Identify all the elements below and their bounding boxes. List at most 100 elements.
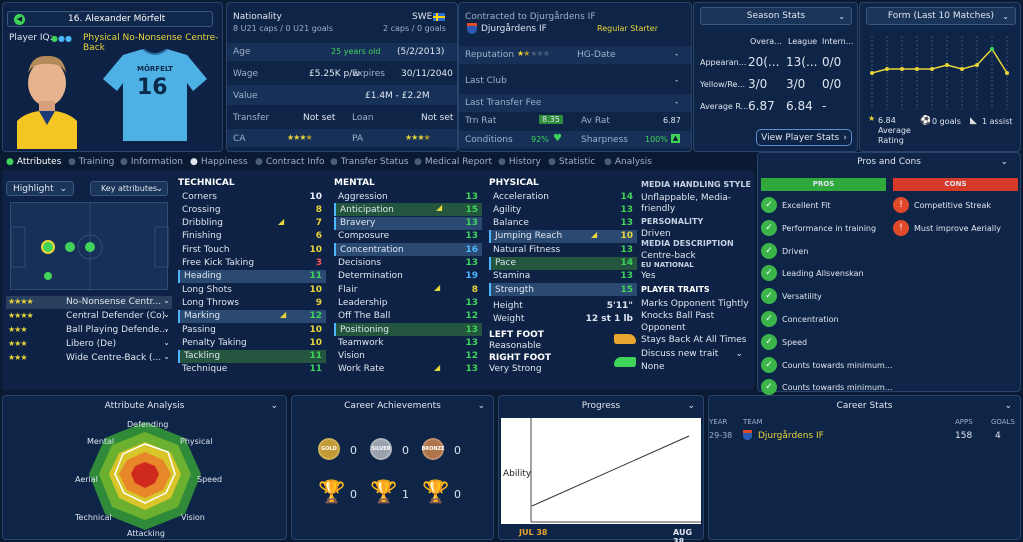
trn-rat-label: Trn Rat (465, 116, 497, 126)
tab-contract-info[interactable]: ● Contract Info (255, 157, 324, 167)
attribute-row[interactable]: Flair ◢ 8 (334, 283, 482, 296)
form-point[interactable] (900, 67, 904, 71)
chevron-down-icon: ⌄ (477, 401, 485, 411)
attribute-row[interactable]: Long Shots 10 (178, 283, 326, 296)
form-point[interactable] (885, 67, 889, 71)
attribute-row[interactable]: Acceleration 14 (489, 190, 637, 203)
attribute-row[interactable]: Pace 14 (489, 256, 637, 270)
reputation-row (459, 46, 691, 64)
form-point[interactable] (990, 47, 994, 51)
form-point[interactable] (960, 67, 964, 71)
career-stats-header[interactable]: Career Stats ⌄ (709, 396, 1020, 416)
season-row-value: 20(... (748, 55, 780, 69)
career-row-team[interactable]: Djurgårdens IF (758, 431, 824, 441)
attribute-row[interactable]: Aggression 13 (334, 190, 482, 203)
attribute-row[interactable]: Passing 10 (178, 323, 326, 336)
pro-item[interactable]: Concentration (782, 315, 839, 324)
attribute-row[interactable]: Agility 13 (489, 203, 637, 216)
career-achievements-header[interactable]: Career Achievements ⌄ (292, 396, 493, 416)
tab-analysis[interactable]: ● Analysis (604, 157, 652, 167)
attribute-row[interactable]: Tackling 11 (178, 349, 326, 363)
weight-value: 12 st 1 lb (585, 313, 633, 324)
form-dropdown[interactable]: Form (Last 10 Matches) ⌄ (866, 7, 1016, 25)
role-item[interactable]: ★★★ Libero (De) ⌄ (6, 338, 172, 351)
tab-information[interactable]: ● Information (120, 157, 183, 167)
attribute-row[interactable]: Free Kick Taking 3 (178, 257, 326, 270)
tab-transfer-status[interactable]: ● Transfer Status (330, 157, 409, 167)
attribute-row[interactable]: Balance 13 (489, 217, 637, 230)
pro-item[interactable]: Versatility (782, 292, 822, 302)
attribute-row[interactable]: Determination 19 (334, 270, 482, 283)
attribute-row[interactable]: Corners 10 (178, 190, 326, 203)
form-point[interactable] (870, 71, 874, 75)
attribute-row[interactable]: Off The Ball 12 (334, 310, 482, 323)
tab-attributes[interactable]: ● Attributes (6, 157, 61, 167)
form-point[interactable] (1005, 71, 1009, 75)
role-item[interactable]: ★★★ Ball Playing Defende... ⌄ (6, 324, 172, 337)
attribute-name: Decisions (338, 258, 382, 268)
role-item[interactable]: ★★★★ Central Defender (Co) ⌄ (6, 310, 172, 323)
form-point[interactable] (945, 63, 949, 67)
attribute-row[interactable]: Decisions 13 (334, 257, 482, 270)
tab-medical-report[interactable]: ● Medical Report (414, 157, 492, 167)
attribute-row[interactable]: Heading 11 (178, 269, 326, 283)
attribute-row[interactable]: First Touch 10 (178, 243, 326, 256)
view-player-stats-button[interactable]: View Player Stats › (756, 129, 852, 146)
attribute-analysis-header[interactable]: Attribute Analysis ⌄ (3, 396, 286, 416)
attribute-row[interactable]: Strength 15 (489, 283, 637, 297)
tab-history[interactable]: ● History (498, 157, 541, 167)
con-item[interactable]: Competitive Streak (914, 201, 991, 210)
attribute-row[interactable]: Finishing 6 (178, 230, 326, 243)
pro-item[interactable]: Excellent Fit (782, 201, 831, 210)
pro-item[interactable]: Counts towards minimum... (782, 360, 893, 370)
attribute-row[interactable]: Positioning 13 (334, 323, 482, 336)
position-pitch (10, 202, 170, 291)
con-item[interactable]: Must improve Aerially (914, 223, 1001, 233)
attribute-row[interactable]: Stamina 13 (489, 270, 637, 283)
pro-item[interactable]: Counts towards minimum... (782, 383, 893, 393)
attribute-row[interactable]: Anticipation ◢ 15 (334, 203, 482, 217)
radar-label-attacking: Attacking (127, 529, 165, 538)
form-point[interactable] (975, 63, 979, 67)
club-name[interactable]: Djurgårdens IF (481, 24, 547, 34)
attribute-row[interactable]: Long Throws 9 (178, 296, 326, 309)
pro-item[interactable]: Speed (782, 337, 808, 347)
attribute-row[interactable]: Leadership 13 (334, 296, 482, 309)
tab-happiness[interactable]: ● Happiness (190, 157, 248, 167)
attribute-row[interactable]: Dribbling ◢ 7 (178, 217, 326, 230)
attribute-row[interactable]: Bravery 13 (334, 216, 482, 230)
attribute-name: Tackling (184, 351, 221, 362)
attribute-row[interactable]: Composure 13 (334, 230, 482, 243)
attribute-row[interactable]: Penalty Taking 10 (178, 336, 326, 349)
tab-statistic[interactable]: ● Statistic (548, 157, 595, 167)
form-chart (870, 36, 1009, 109)
pro-item[interactable]: Leading Allsvenskan (782, 269, 864, 279)
attribute-row[interactable]: Technique 11 (178, 363, 326, 376)
discuss-trait-button[interactable]: Discuss new trait ⌄ (641, 349, 753, 359)
player-name-bar[interactable]: ◀ 16. Alexander Mörfelt (7, 11, 213, 27)
season-stats-dropdown[interactable]: Season Stats ⌄ (700, 7, 852, 25)
attribute-row[interactable]: Work Rate ◢ 13 (334, 363, 482, 376)
form-point[interactable] (915, 67, 919, 71)
tab-training[interactable]: ● Training (68, 157, 114, 167)
attribute-row[interactable]: Crossing 8 (178, 203, 326, 216)
key-attributes-dropdown[interactable]: Key attributes ⌄ (90, 181, 168, 196)
role-item[interactable]: ★★★ Wide Centre-Back (... ⌄ (6, 352, 172, 365)
progress-header[interactable]: Progress ⌄ (499, 396, 703, 416)
form-point[interactable] (930, 67, 934, 71)
attribute-value: 14 (620, 258, 633, 268)
attribute-row[interactable]: Teamwork 13 (334, 336, 482, 349)
attribute-row[interactable]: Marking ◢ 12 (178, 309, 326, 323)
attribute-row[interactable]: Jumping Reach ◢ 10 (489, 229, 637, 243)
role-name: Ball Playing Defende... (66, 325, 168, 335)
highlight-dropdown[interactable]: Highlight ⌄ (6, 181, 74, 196)
attribute-row[interactable]: Concentration 16 (334, 243, 482, 257)
pro-item[interactable]: Performance in training (782, 223, 877, 233)
attribute-row[interactable]: Vision 12 (334, 350, 482, 363)
pros-cons-header[interactable]: Pros and Cons ⌄ (758, 153, 1020, 171)
attribute-row[interactable]: Natural Fitness 13 (489, 243, 637, 256)
attribute-name: Leadership (338, 297, 388, 308)
pro-item[interactable]: Driven (782, 246, 809, 256)
pros-label: PROS (812, 180, 835, 188)
role-item[interactable]: ★★★★ No-Nonsense Centr... ⌄ (6, 296, 172, 309)
